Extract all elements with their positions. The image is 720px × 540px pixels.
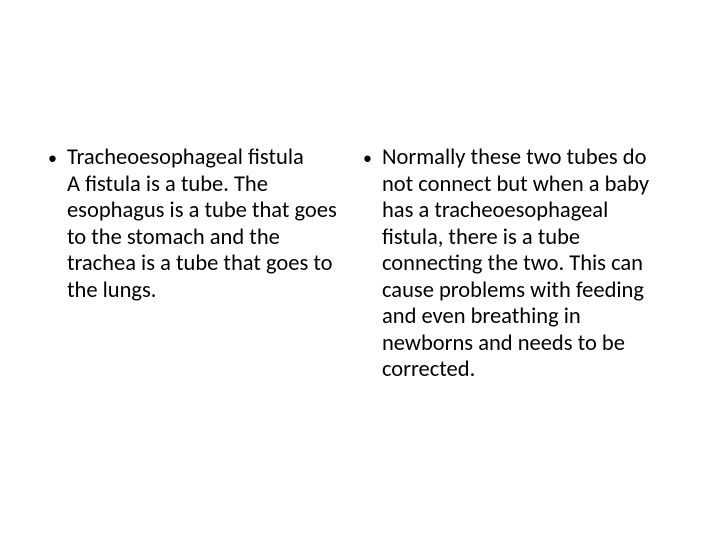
right-bullet-text: Normally these two tubes do not connect …	[382, 145, 673, 384]
right-column: • Normally these two tubes do not connec…	[363, 145, 683, 540]
bullet-item-right: • Normally these two tubes do not connec…	[363, 145, 673, 384]
bullet-icon: •	[48, 145, 57, 171]
bullet-item-left: • Tracheoesophageal fistulaA fistula is …	[48, 145, 343, 304]
bullet-icon: •	[363, 145, 372, 171]
left-bullet-text: Tracheoesophageal fistulaA fistula is a …	[67, 145, 343, 304]
left-column: • Tracheoesophageal fistulaA fistula is …	[48, 145, 353, 540]
slide: • Tracheoesophageal fistulaA fistula is …	[0, 0, 720, 540]
